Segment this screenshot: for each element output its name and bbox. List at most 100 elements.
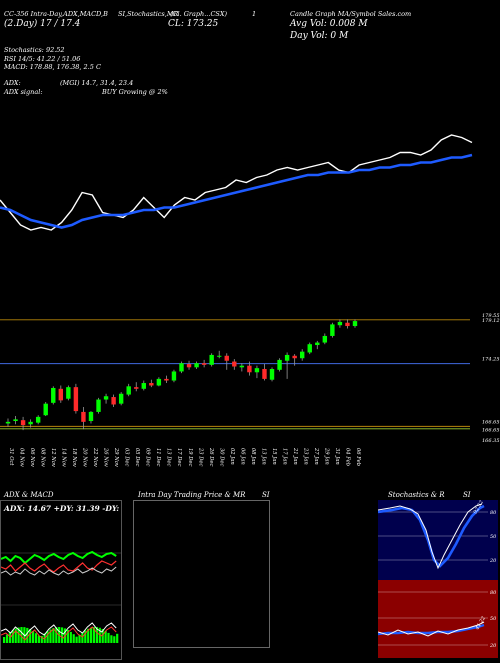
macd-bar xyxy=(66,629,69,643)
x-tick-label: 12 Nov xyxy=(50,448,56,467)
macd-line xyxy=(0,622,117,637)
macd-signal-line xyxy=(0,626,117,641)
candle-body xyxy=(352,321,358,327)
x-tick-label: 30 Dec xyxy=(218,448,224,466)
stoch-panel-suffix: SI xyxy=(463,491,471,499)
x-tick-label: 23 Dec xyxy=(197,447,203,466)
stoch-level-label: 80 xyxy=(490,510,497,516)
candle-body xyxy=(126,386,131,395)
candle-body xyxy=(299,351,305,359)
candle-body xyxy=(262,368,267,379)
intraday-panel-suffix: SI xyxy=(262,491,270,499)
x-tick-label: 17 Jan xyxy=(281,448,287,465)
x-tick-label: 17 Dec xyxy=(176,448,182,466)
candle-body xyxy=(217,355,222,357)
candle-body xyxy=(51,387,56,403)
x-tick-label: 29 Jan xyxy=(323,447,329,465)
candle-body xyxy=(239,365,245,368)
avg-volume: Avg Vol: 0.008 M xyxy=(290,19,368,29)
macd-bar xyxy=(55,627,58,643)
x-tick-label: 06 Feb xyxy=(355,448,361,466)
x-tick-label: 03 Dec xyxy=(124,448,130,466)
candle-body xyxy=(307,344,312,353)
candle-body xyxy=(201,363,207,365)
adx-macd-panel: ADX: 14.67 +DY: 31.39 -DY: 23.36 xyxy=(0,500,146,660)
stoch-d-line xyxy=(377,504,485,568)
x-tick-label: 22 Nov xyxy=(92,447,98,467)
macd-bar xyxy=(69,631,72,643)
x-tick-label: 11 Dec xyxy=(155,448,161,466)
x-tick-label: 05 Dec xyxy=(134,448,140,466)
candle-body xyxy=(73,387,79,412)
macd-bar xyxy=(75,636,78,643)
candle-body xyxy=(156,378,162,386)
adx-signal-label: ADX signal: xyxy=(4,88,43,96)
candle-body xyxy=(20,420,26,426)
candle-body xyxy=(186,364,192,368)
plus-di-line xyxy=(0,550,117,565)
macd-bar xyxy=(14,628,17,643)
candle-body xyxy=(315,342,320,346)
macd-bar xyxy=(49,629,52,643)
macd-bar xyxy=(78,634,81,643)
x-tick-label: 21 Jan xyxy=(292,447,298,465)
rsi-average-line xyxy=(0,153,473,229)
x-tick-label: 15 Jan xyxy=(271,448,277,465)
candle-body xyxy=(269,368,275,380)
candle-body xyxy=(134,387,139,389)
macd-bar xyxy=(107,632,110,643)
x-tick-label: 31 Jan xyxy=(334,448,340,465)
candle-body xyxy=(5,421,11,424)
header-title-3: (Cl. Graph...CSX) xyxy=(170,10,228,18)
macd-bar xyxy=(37,635,40,643)
macd-bar xyxy=(81,632,84,643)
candle-body xyxy=(58,388,64,401)
macd-bar xyxy=(8,632,11,643)
x-tick-label: 08 Jan xyxy=(250,448,256,465)
macd-bar xyxy=(104,630,107,643)
x-tick-label: 13 Dec xyxy=(166,448,172,466)
x-tick-label: 19 Dec xyxy=(187,448,193,466)
candle-body xyxy=(35,416,41,423)
macd-bar xyxy=(116,633,119,643)
stoch-k-line xyxy=(377,503,483,570)
rsi-level-label: 20 xyxy=(489,643,497,649)
macd-bar xyxy=(26,627,29,643)
candle-body xyxy=(209,354,214,365)
day-volume: Day Vol: 0 M xyxy=(290,31,349,41)
macd-bar xyxy=(5,634,9,643)
candle-body xyxy=(254,368,260,373)
header-title-2: SI,Stochastics,MR xyxy=(118,10,179,18)
candle-body xyxy=(66,387,71,399)
candle-body xyxy=(118,393,124,404)
macd-bar xyxy=(11,630,14,643)
candle-body xyxy=(88,411,94,422)
macd-bar xyxy=(46,631,49,643)
macd-bar xyxy=(84,630,87,643)
price-axis-label: 179.55 xyxy=(482,313,500,319)
macd-bar xyxy=(3,637,6,643)
price-axis-label: 174.25 xyxy=(482,357,500,363)
header-close: CL: 173.25 xyxy=(168,19,219,29)
candle-body xyxy=(103,396,109,400)
price-axis-label: 166.35 xyxy=(482,438,500,444)
header-title-5: Candle Graph MA/Symbol Sales.com xyxy=(290,10,412,18)
rsi-average-line xyxy=(377,623,485,636)
price-axis-label: 166.65 xyxy=(482,427,500,433)
candle-body xyxy=(277,359,282,370)
candle-body xyxy=(232,361,237,367)
x-tick-label: 04 Feb xyxy=(344,448,350,466)
adx-line xyxy=(0,566,117,576)
rsi-line xyxy=(0,134,473,231)
x-tick-label: 29 Nov xyxy=(113,447,119,467)
macd-readout: MACD: 178.88, 176.38, 2.5 C xyxy=(4,63,101,71)
x-tick-label: 26 Dec xyxy=(208,447,214,466)
x-tick-label: 04 Nov xyxy=(19,448,25,467)
macd-bar xyxy=(95,627,98,643)
adx-macd-chart: ADX: 14.67 +DY: 31.39 -DY: 23.36 xyxy=(0,504,146,643)
adx-readout: ADX: 14.67 +DY: 31.39 -DY: 23.36 xyxy=(3,504,121,513)
x-tick-label: 02 Jan xyxy=(229,448,235,465)
macd-bar xyxy=(61,627,64,643)
